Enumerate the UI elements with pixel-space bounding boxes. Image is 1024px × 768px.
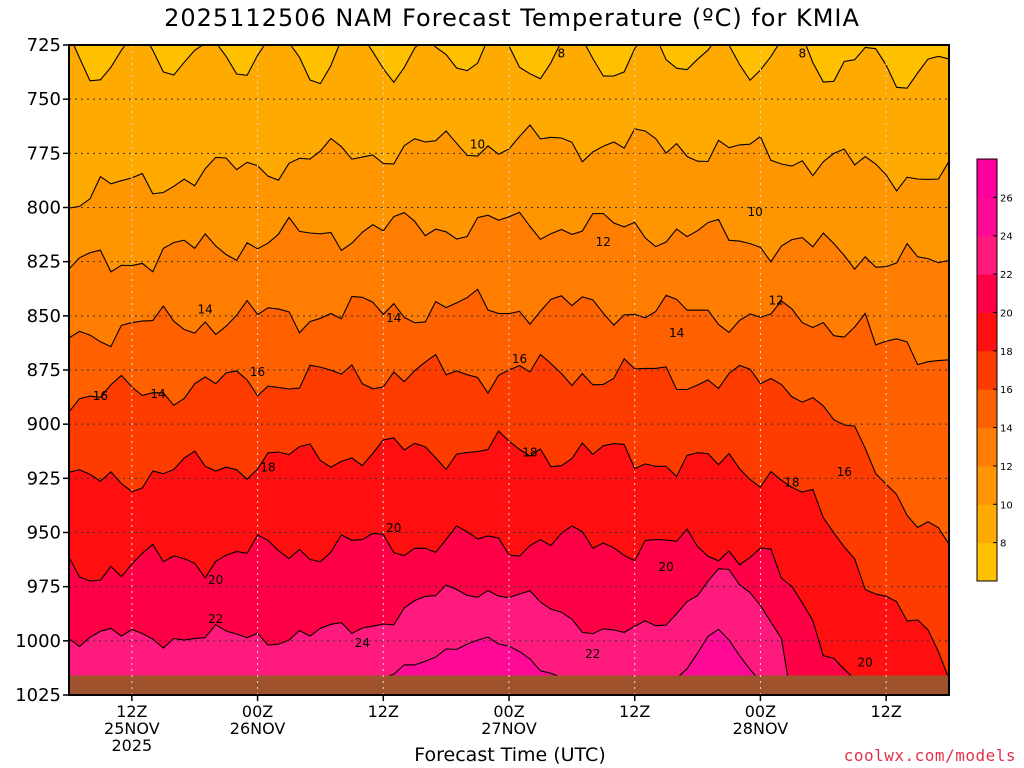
contour-label: 12 [769, 294, 784, 308]
contour-label: 24 [355, 636, 370, 650]
colorbar-tick-label: 22 [1000, 270, 1013, 281]
contour-label: 14 [386, 311, 401, 325]
colorbar-tick-label: 18 [1000, 347, 1013, 358]
contour-label: 16 [512, 352, 527, 366]
credit-link[interactable]: coolwx.com/models [843, 746, 1016, 765]
y-tick-label: 925 [27, 468, 61, 489]
ground-surface [69, 675, 949, 695]
y-tick-label: 775 [27, 143, 61, 164]
contour-label: 20 [858, 656, 873, 670]
x-tick-label: 12Z [116, 702, 147, 721]
y-tick-label: 1025 [15, 685, 61, 706]
colorbar-swatch [977, 389, 997, 429]
contour-14 [69, 288, 949, 366]
colorbar-swatch [977, 197, 997, 237]
y-tick-label: 975 [27, 577, 61, 598]
colorbar-swatch [977, 465, 997, 505]
contour-label: 16 [93, 389, 108, 403]
colorbar-tick-label: 16 [1000, 385, 1013, 396]
colorbar-tick-label: 26 [1000, 193, 1013, 204]
colorbar: 8 10 12 14 16 18 20 22 24 26 [976, 158, 1013, 582]
contour-12 [69, 211, 949, 273]
colorbar-swatch [977, 274, 997, 313]
y-tick-label: 875 [27, 360, 61, 381]
y-axis: 725 750 775 800 825 850 875 900 925 950 975 1000 102… [15, 35, 69, 706]
contour-label: 14 [198, 302, 213, 316]
colorbar-frame [976, 158, 998, 582]
contour-label: 16 [250, 365, 265, 379]
colorbar-tick-label: 12 [1000, 462, 1013, 473]
y-tick-label: 900 [27, 414, 61, 435]
contour-label: 22 [585, 647, 600, 661]
x-tick-label: 12Z [368, 702, 399, 721]
contour-label: 8 [558, 47, 566, 61]
colorbar-tick-label: 8 [1000, 539, 1006, 550]
colorbar-swatch [977, 427, 997, 467]
x-tick-label: 00Z [242, 702, 273, 721]
colorbar-tick-label: 14 [1000, 424, 1013, 435]
colorbar-swatch [977, 350, 997, 390]
x-tick-label: 2025 [111, 736, 152, 755]
y-tick-label: 750 [27, 89, 61, 110]
colorbar-tick-label: 24 [1000, 232, 1013, 243]
x-tick-label: 26NOV [230, 719, 286, 738]
grid-lines [69, 45, 949, 695]
contour-label: 18 [522, 445, 537, 459]
x-tick-label: 12Z [870, 702, 901, 721]
x-axis-title: Forecast Time (UTC) [414, 744, 606, 766]
x-tick-label: 25NOV [104, 719, 160, 738]
y-tick-label: 950 [27, 523, 61, 544]
x-tick-label: 28NOV [733, 719, 789, 738]
x-tick-label: 12Z [619, 702, 650, 721]
contour-label: 20 [208, 573, 223, 587]
colorbar-tick-label: 20 [1000, 308, 1013, 319]
y-tick-label: 850 [27, 306, 61, 327]
contour-label: 10 [470, 138, 485, 152]
colorbar-tick-label: 10 [1000, 500, 1013, 511]
contour-label: 18 [260, 461, 275, 475]
contour-label: 14 [669, 326, 684, 340]
chart-title: 2025112506 NAM Forecast Temperature (ºC)… [164, 4, 860, 32]
contour-label: 20 [659, 560, 674, 574]
x-tick-label: 00Z [745, 702, 776, 721]
colorbar-swatch [977, 504, 997, 544]
x-tick-label: 27NOV [481, 719, 537, 738]
ground-layer [69, 675, 949, 695]
y-tick-label: 1000 [15, 631, 61, 652]
contour-label: 18 [784, 476, 799, 490]
contour-label: 12 [596, 235, 611, 249]
colorbar-swatch [977, 159, 997, 198]
contour-label: 14 [150, 387, 165, 401]
colorbar-swatch [977, 542, 997, 582]
contour-label: 10 [748, 205, 763, 219]
x-tick-label: 00Z [493, 702, 524, 721]
contour-label: 22 [208, 612, 223, 626]
colorbar-swatch [977, 235, 997, 275]
colorbar-swatch [977, 312, 997, 352]
y-tick-label: 800 [27, 198, 61, 219]
contour-label: 16 [837, 465, 852, 479]
y-tick-label: 725 [27, 35, 61, 56]
contour-label: 8 [799, 47, 807, 61]
contour-labels: 8 8 10 10 12 12 14 14 14 14 16 16 16 16 18 18 18 20 20 20 20… [93, 47, 873, 670]
y-tick-label: 825 [27, 252, 61, 273]
contour-label: 20 [386, 521, 401, 535]
